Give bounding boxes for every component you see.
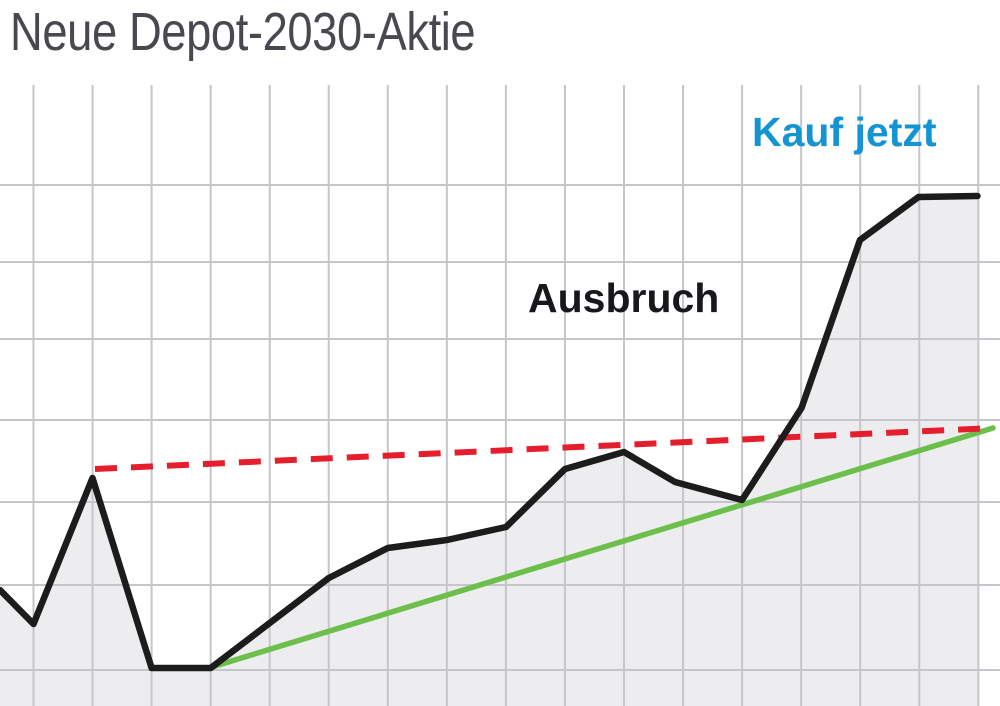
page-title: Neue Depot-2030-Aktie [10, 2, 476, 62]
price-area-fill [0, 196, 978, 706]
resistance-trendline [94, 425, 994, 472]
support-trendline [209, 425, 996, 670]
breakout-annotation: Ausbruch [528, 275, 720, 321]
price-line [0, 192, 981, 672]
buy-now-annotation: Kauf jetzt [752, 109, 937, 155]
